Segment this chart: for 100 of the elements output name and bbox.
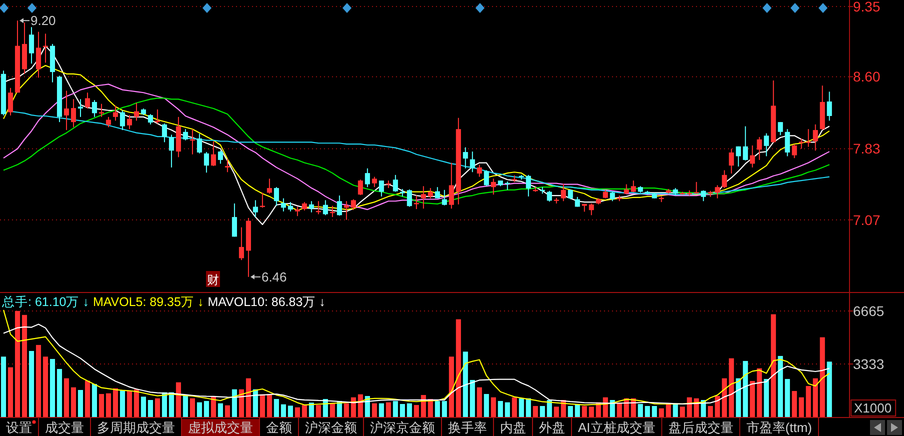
bar	[294, 407, 300, 417]
bar	[526, 398, 531, 417]
bar	[280, 404, 286, 417]
bar	[8, 367, 14, 417]
candlestick	[372, 176, 377, 188]
candlestick	[92, 100, 98, 118]
bar	[260, 394, 265, 417]
bar	[78, 390, 84, 417]
bar	[644, 406, 650, 417]
bar	[764, 378, 769, 417]
line-series	[2, 324, 830, 405]
bar	[22, 314, 28, 417]
candlestick	[750, 144, 755, 168]
candlestick	[294, 206, 300, 217]
bar	[820, 337, 825, 417]
bar	[546, 400, 552, 417]
candlestick	[812, 124, 818, 152]
text: 金额	[266, 420, 292, 435]
y-tick-label: 6665	[853, 302, 884, 319]
bar	[826, 362, 832, 417]
candlestick	[106, 116, 112, 128]
bar	[176, 382, 181, 417]
candlestick	[462, 146, 468, 169]
bar	[308, 402, 314, 417]
line-series	[2, 98, 830, 204]
annotation: MAVOL10: 86.83万 ↓	[208, 295, 326, 309]
candlestick	[756, 136, 762, 160]
candlestick	[196, 133, 202, 154]
bar	[714, 396, 720, 417]
candlestick	[546, 190, 552, 202]
bar	[448, 356, 454, 417]
bar	[574, 404, 580, 417]
text: AI立桩成交量	[578, 420, 656, 435]
bar	[708, 406, 713, 417]
text: 外盘	[539, 420, 565, 435]
bar	[504, 402, 510, 417]
candlestick	[70, 98, 76, 128]
bar	[736, 378, 741, 417]
bar	[84, 380, 90, 417]
candlestick	[120, 110, 126, 131]
bar	[182, 394, 188, 417]
y-tick-label: 3333	[853, 356, 884, 372]
bar	[126, 390, 132, 417]
candlestick	[204, 152, 209, 174]
candlestick	[154, 108, 160, 124]
candlestick	[288, 202, 293, 212]
line-series	[2, 309, 830, 406]
candlestick	[764, 132, 769, 157]
bar	[140, 396, 146, 417]
candlestick	[36, 31, 42, 78]
bar	[358, 394, 363, 417]
candlestick	[476, 164, 482, 178]
bar	[588, 406, 594, 417]
text: 市盈率(ttm)	[746, 420, 812, 435]
candlestick	[406, 188, 412, 208]
text: 多周期成交量	[97, 420, 175, 435]
bar	[400, 404, 405, 417]
text: 设置	[6, 420, 32, 435]
annotation: 总手: 61.10万 ↓	[1, 295, 89, 309]
candlestick	[218, 150, 223, 164]
candlestick	[64, 90, 70, 131]
candlestick	[700, 190, 706, 202]
candlestick	[420, 186, 426, 210]
candlestick	[112, 105, 118, 122]
candlestick	[182, 128, 188, 141]
candlestick	[252, 200, 258, 218]
candlestick	[792, 144, 797, 159]
bar	[266, 394, 272, 417]
bar	[806, 386, 811, 417]
bar	[490, 397, 496, 417]
bar	[246, 378, 251, 417]
annotation: MAVOL5: 89.35万 ↓	[92, 295, 204, 309]
bar	[120, 390, 126, 417]
candlestick	[168, 134, 174, 168]
bar	[750, 380, 755, 417]
candlestick	[148, 114, 153, 125]
bar	[652, 406, 657, 417]
bar	[784, 378, 790, 417]
candlestick	[722, 170, 727, 189]
bar	[812, 378, 818, 417]
candlestick	[742, 126, 748, 161]
bar	[484, 394, 489, 417]
bar	[154, 398, 160, 417]
candlestick	[78, 98, 84, 118]
candlestick	[526, 174, 531, 197]
bar	[386, 402, 391, 417]
candlestick	[728, 148, 734, 174]
bar	[350, 397, 356, 417]
bar	[540, 406, 545, 417]
candlestick	[378, 180, 384, 197]
text: 换手率	[448, 420, 487, 435]
bar	[316, 404, 321, 417]
candlestick	[126, 114, 132, 130]
candlestick	[392, 174, 398, 192]
bar	[98, 394, 104, 417]
bar	[330, 403, 335, 417]
bar	[742, 360, 748, 417]
candlestick	[162, 122, 167, 143]
bar	[42, 356, 48, 417]
candlestick	[806, 128, 811, 148]
